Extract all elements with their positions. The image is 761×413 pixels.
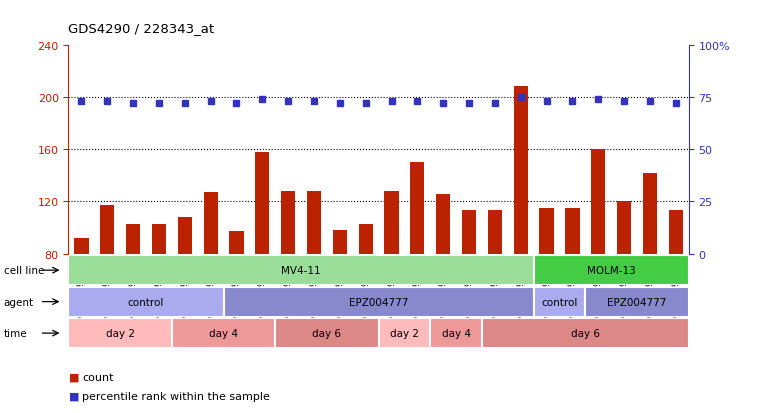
- Text: ■: ■: [68, 372, 79, 382]
- Text: count: count: [82, 372, 113, 382]
- Bar: [533, 256, 689, 285]
- Text: day 6: day 6: [313, 328, 342, 338]
- Text: EPZ004777: EPZ004777: [349, 297, 409, 307]
- Bar: [617, 202, 631, 254]
- Bar: [565, 209, 580, 254]
- Text: day 6: day 6: [571, 328, 600, 338]
- Bar: [333, 230, 347, 254]
- Bar: [540, 209, 554, 254]
- Bar: [68, 287, 224, 317]
- Text: control: control: [541, 297, 578, 307]
- Bar: [384, 191, 399, 254]
- Bar: [275, 318, 379, 348]
- Bar: [591, 150, 605, 254]
- Bar: [430, 318, 482, 348]
- Bar: [152, 224, 166, 254]
- Bar: [585, 287, 689, 317]
- Text: day 2: day 2: [106, 328, 135, 338]
- Bar: [126, 224, 140, 254]
- Text: GDS4290 / 228343_at: GDS4290 / 228343_at: [68, 22, 215, 35]
- Bar: [177, 218, 192, 254]
- Bar: [203, 193, 218, 254]
- Text: control: control: [128, 297, 164, 307]
- Bar: [410, 163, 425, 254]
- Bar: [514, 87, 528, 254]
- Text: cell line: cell line: [4, 266, 44, 275]
- Text: day 4: day 4: [209, 328, 238, 338]
- Text: agent: agent: [4, 297, 34, 307]
- Bar: [533, 287, 585, 317]
- Bar: [255, 152, 269, 254]
- Bar: [462, 211, 476, 254]
- Bar: [281, 191, 295, 254]
- Text: time: time: [4, 328, 27, 338]
- Bar: [669, 211, 683, 254]
- Bar: [229, 232, 244, 254]
- Bar: [307, 191, 321, 254]
- Text: day 2: day 2: [390, 328, 419, 338]
- Text: EPZ004777: EPZ004777: [607, 297, 667, 307]
- Text: day 4: day 4: [441, 328, 470, 338]
- Text: ■: ■: [68, 391, 79, 401]
- Bar: [358, 224, 373, 254]
- Bar: [378, 318, 430, 348]
- Bar: [68, 318, 172, 348]
- Bar: [643, 173, 657, 254]
- Bar: [482, 318, 689, 348]
- Bar: [488, 211, 502, 254]
- Text: MV4-11: MV4-11: [282, 266, 321, 275]
- Bar: [100, 206, 114, 254]
- Bar: [224, 287, 533, 317]
- Text: percentile rank within the sample: percentile rank within the sample: [82, 391, 270, 401]
- Bar: [68, 256, 533, 285]
- Bar: [75, 238, 88, 254]
- Bar: [172, 318, 275, 348]
- Text: MOLM-13: MOLM-13: [587, 266, 635, 275]
- Bar: [436, 194, 451, 254]
